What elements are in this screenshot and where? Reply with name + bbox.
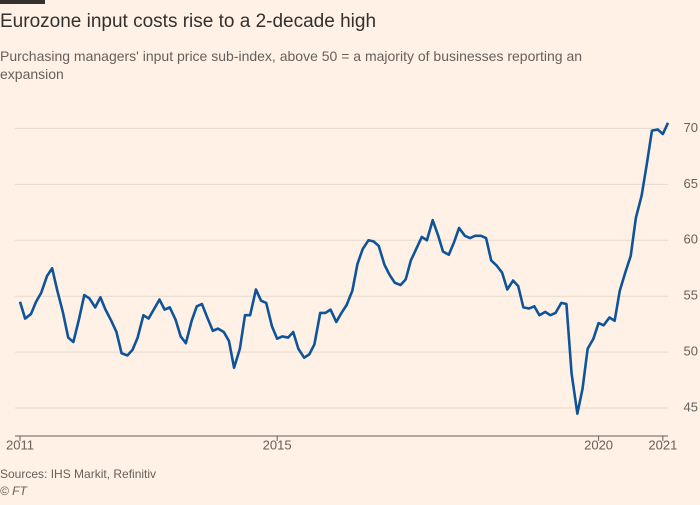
- y-tick-label: 70: [684, 120, 698, 135]
- y-tick-label: 55: [684, 288, 698, 303]
- x-tick-label: 2021: [648, 437, 677, 452]
- credit: © FT: [0, 484, 29, 498]
- data-line: [18, 122, 670, 415]
- chart-title: Eurozone input costs rise to a 2-decade …: [0, 11, 376, 32]
- x-tick-label: 2011: [6, 437, 34, 452]
- y-tick-label: 60: [684, 232, 698, 247]
- x-tick-label: 2020: [584, 437, 613, 452]
- x-tick-label: 2015: [263, 437, 292, 452]
- chart-subtitle: Purchasing managers' input price sub-ind…: [0, 48, 582, 82]
- brand-bar: [0, 0, 45, 4]
- source: Sources: IHS Markit, Refinitiv: [0, 467, 156, 481]
- y-tick-label: 50: [684, 344, 698, 359]
- y-tick-label: 45: [684, 399, 698, 414]
- y-tick-label: 65: [684, 176, 698, 191]
